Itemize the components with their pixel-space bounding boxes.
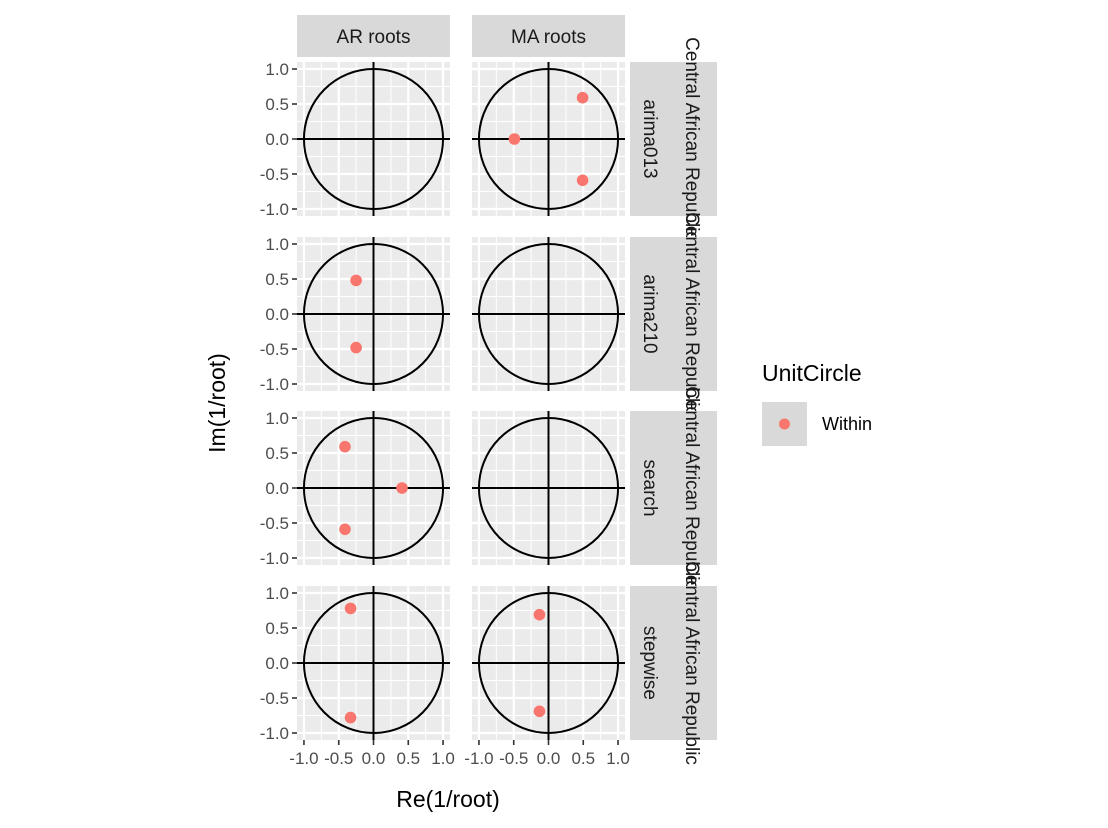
row-strip-outer-label: Central African Republic bbox=[681, 37, 702, 241]
root-point bbox=[344, 602, 357, 615]
row-strip-outer-label: Central African Republic bbox=[681, 386, 702, 590]
y-axis-title: Im(1/root) bbox=[204, 353, 230, 453]
x-tick-label: 1.0 bbox=[606, 749, 630, 768]
panel-search-ma-roots bbox=[472, 411, 625, 565]
unit-circle bbox=[477, 68, 620, 210]
y-tick-label: 0.0 bbox=[265, 479, 289, 498]
row-strip-label: stepwise bbox=[639, 626, 660, 700]
y-tick-label: 0.0 bbox=[265, 305, 289, 324]
row-strip-label: arima013 bbox=[639, 99, 660, 178]
x-tick-label: -0.5 bbox=[499, 749, 528, 768]
row-strip-outer-label: Central African Republic bbox=[681, 212, 702, 416]
root-point bbox=[576, 174, 589, 187]
y-tick-label: 0.5 bbox=[265, 619, 289, 638]
row-strip-outer-clip: Central African Republic bbox=[681, 37, 702, 241]
row-strip-background bbox=[630, 586, 717, 740]
panel-search-ar-roots bbox=[297, 411, 450, 565]
y-tick-label: -0.5 bbox=[260, 514, 289, 533]
y-tick-label: 0.5 bbox=[265, 270, 289, 289]
root-point bbox=[533, 608, 546, 621]
x-tick-label: -1.0 bbox=[289, 749, 318, 768]
root-point bbox=[339, 440, 351, 453]
y-tick-label: 0.5 bbox=[265, 444, 289, 463]
y-tick-label: 1.0 bbox=[265, 60, 289, 79]
unit-circle bbox=[302, 68, 445, 210]
col-strip-label: AR roots bbox=[337, 27, 411, 48]
row-strip-arima013: arima013 Central African Republic bbox=[630, 37, 717, 241]
col-strip-background bbox=[297, 15, 450, 57]
root-point bbox=[339, 523, 351, 536]
legend-title: UnitCircle bbox=[762, 360, 862, 386]
axes-layer: -1.0 -0.5 0.0 0.5 1.0 -1.0 -0.5 0.0 0.5 1.0 -1.0 -0… bbox=[260, 60, 630, 768]
panel-stepwise-ma-roots bbox=[472, 586, 625, 740]
root-point bbox=[350, 341, 362, 354]
row-strip-label: arima210 bbox=[639, 274, 660, 353]
unit-circle bbox=[302, 417, 445, 559]
row-strip-outer-clip: Central African Republic bbox=[681, 386, 702, 590]
root-point bbox=[508, 133, 521, 145]
row-strip-background bbox=[630, 62, 717, 216]
row-strip-search: search Central African Republic bbox=[630, 386, 717, 590]
y-tick-label: -1.0 bbox=[260, 375, 289, 394]
panel-stepwise-ar-roots bbox=[297, 586, 450, 740]
row-strip-outer-label: Central African Republic bbox=[681, 561, 702, 765]
panel-arima210-ar-roots bbox=[297, 237, 450, 391]
row-strip-outer-clip: Central African Republic bbox=[681, 561, 702, 765]
panel-arima013-ar-roots bbox=[297, 62, 450, 216]
y-tick-label: -0.5 bbox=[260, 689, 289, 708]
col-strip-ma-roots: MA roots bbox=[472, 15, 625, 57]
col-strip-background bbox=[472, 15, 625, 57]
x-tick-label: 0.5 bbox=[571, 749, 595, 768]
root-point bbox=[344, 711, 357, 724]
panel-arima210-ma-roots bbox=[472, 237, 625, 391]
root-point bbox=[350, 274, 362, 287]
x-tick-label: -1.0 bbox=[464, 749, 493, 768]
x-tick-label: 0.0 bbox=[537, 749, 561, 768]
y-tick-label: 1.0 bbox=[265, 409, 289, 428]
row-strip-background bbox=[630, 411, 717, 565]
y-tick-label: 1.0 bbox=[265, 584, 289, 603]
strips-layer: AR roots MA roots arima013 Central African … bbox=[297, 15, 717, 765]
row-strip-stepwise: stepwise Central African Republic bbox=[630, 561, 717, 765]
unit-circle bbox=[477, 243, 620, 385]
unit-circle bbox=[302, 243, 445, 385]
root-point bbox=[533, 705, 546, 718]
legend: UnitCircle Within bbox=[762, 360, 872, 446]
legend-key-point bbox=[779, 418, 790, 430]
row-strip-background bbox=[630, 237, 717, 391]
x-tick-label: -0.5 bbox=[324, 749, 353, 768]
y-tick-label: 0.5 bbox=[265, 95, 289, 114]
y-tick-label: -1.0 bbox=[260, 200, 289, 219]
row-strip-outer-clip: Central African Republic bbox=[681, 212, 702, 416]
y-tick-label: 0.0 bbox=[265, 654, 289, 673]
unit-circle bbox=[477, 592, 620, 734]
y-tick-label: -0.5 bbox=[260, 340, 289, 359]
x-tick-label: 0.0 bbox=[362, 749, 386, 768]
x-tick-label: 0.5 bbox=[396, 749, 420, 768]
x-tick-label: 1.0 bbox=[431, 749, 455, 768]
col-strip-label: MA roots bbox=[511, 27, 586, 48]
panel-arima013-ma-roots bbox=[472, 62, 625, 216]
unit-circle bbox=[477, 417, 620, 559]
y-tick-label: 0.0 bbox=[265, 130, 289, 149]
row-strip-arima210: arima210 Central African Republic bbox=[630, 212, 717, 416]
y-tick-label: -0.5 bbox=[260, 165, 289, 184]
y-tick-label: 1.0 bbox=[265, 235, 289, 254]
x-axis-title: Re(1/root) bbox=[396, 786, 500, 812]
unit-circle bbox=[302, 592, 445, 734]
legend-label-within: Within bbox=[822, 414, 872, 434]
root-point bbox=[396, 482, 408, 494]
panels-layer bbox=[297, 62, 625, 740]
root-point bbox=[576, 91, 589, 104]
y-tick-label: -1.0 bbox=[260, 724, 289, 743]
row-strip-label: search bbox=[639, 459, 660, 516]
col-strip-ar-roots: AR roots bbox=[297, 15, 450, 57]
y-tick-label: -1.0 bbox=[260, 549, 289, 568]
